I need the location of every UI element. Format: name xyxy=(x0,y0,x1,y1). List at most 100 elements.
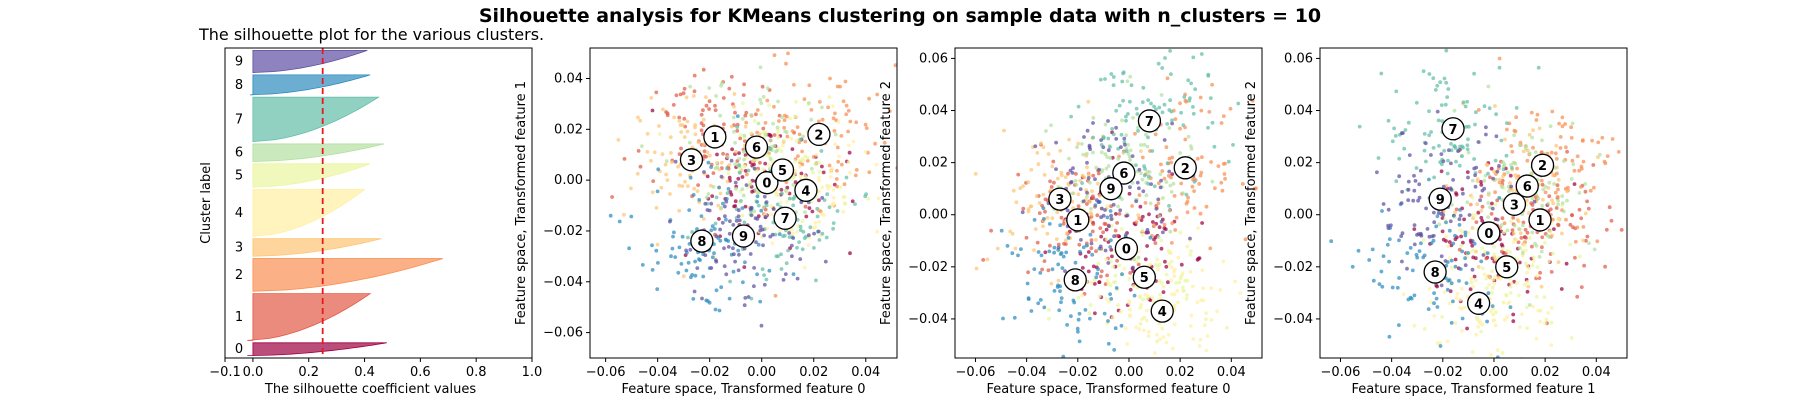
data-point xyxy=(1535,112,1540,117)
cluster-label-6: 6 xyxy=(235,146,243,161)
data-point xyxy=(1529,171,1534,176)
data-point xyxy=(1462,368,1466,372)
data-point xyxy=(1553,165,1558,170)
data-point xyxy=(1501,160,1505,165)
data-point xyxy=(1375,170,1379,175)
data-point xyxy=(769,212,774,217)
data-point xyxy=(731,246,735,251)
data-point xyxy=(735,129,740,133)
data-point xyxy=(1529,110,1534,115)
data-point xyxy=(1189,324,1193,328)
data-point xyxy=(1554,143,1559,148)
silhouette-band-9 xyxy=(252,49,368,73)
data-point xyxy=(1554,157,1559,161)
data-point xyxy=(1136,262,1141,267)
data-point xyxy=(1521,149,1526,154)
data-point xyxy=(1555,183,1560,188)
data-point xyxy=(761,94,766,99)
data-point xyxy=(1167,204,1171,208)
data-point xyxy=(833,111,837,116)
data-point xyxy=(1070,191,1075,196)
data-point xyxy=(1192,206,1197,210)
data-point xyxy=(1422,148,1427,153)
data-point xyxy=(1103,122,1108,127)
data-point xyxy=(1144,368,1148,372)
data-point xyxy=(1575,154,1580,159)
data-point xyxy=(1125,342,1130,346)
data-point xyxy=(1540,245,1544,250)
data-point xyxy=(1093,177,1097,182)
data-point xyxy=(1456,149,1460,154)
center-label-3: 3 xyxy=(1510,198,1519,213)
data-point xyxy=(1500,185,1505,190)
data-point xyxy=(1543,240,1547,245)
data-point xyxy=(1085,165,1089,170)
data-point xyxy=(1526,211,1531,215)
data-point xyxy=(1541,187,1546,192)
data-point xyxy=(1055,210,1059,215)
data-point xyxy=(1448,219,1453,224)
data-point xyxy=(758,228,763,233)
data-point xyxy=(677,208,682,213)
data-point xyxy=(1110,315,1115,320)
data-point xyxy=(1073,179,1078,183)
cluster-center-4 xyxy=(794,178,818,202)
data-point xyxy=(1514,106,1519,110)
data-point xyxy=(775,202,780,207)
data-point xyxy=(679,146,683,151)
data-point xyxy=(759,101,764,106)
data-point xyxy=(741,280,745,285)
data-point xyxy=(1119,145,1123,150)
data-point xyxy=(713,108,718,113)
data-point xyxy=(1204,348,1209,353)
center-label-2: 2 xyxy=(1538,159,1547,174)
data-point xyxy=(691,193,696,197)
data-point xyxy=(672,230,676,235)
data-point xyxy=(1045,231,1050,236)
center-label-9: 9 xyxy=(1436,193,1445,208)
data-point xyxy=(1505,228,1510,233)
center-label-0: 0 xyxy=(1122,243,1131,258)
data-point xyxy=(795,245,799,250)
data-point xyxy=(1204,204,1209,209)
data-point xyxy=(1170,221,1175,226)
center-label-4: 4 xyxy=(801,184,810,199)
data-point xyxy=(1089,238,1094,243)
data-point xyxy=(733,110,737,115)
data-point xyxy=(853,202,857,207)
data-point xyxy=(1430,234,1434,239)
data-point xyxy=(1565,198,1569,203)
data-point xyxy=(1502,221,1507,226)
data-point xyxy=(1125,213,1130,218)
data-point xyxy=(1114,212,1118,216)
data-point xyxy=(740,101,745,105)
data-point xyxy=(664,172,668,177)
data-point xyxy=(1471,248,1475,253)
data-point xyxy=(1080,293,1085,298)
data-point xyxy=(1499,223,1504,227)
data-point xyxy=(795,276,800,281)
data-point xyxy=(812,246,816,250)
data-point xyxy=(654,206,659,210)
data-point xyxy=(773,293,778,298)
data-point xyxy=(1042,173,1047,177)
data-point xyxy=(1210,179,1215,184)
data-point xyxy=(1049,185,1054,189)
data-point xyxy=(1530,230,1535,235)
data-point xyxy=(1470,178,1475,183)
data-point xyxy=(835,145,840,150)
data-point xyxy=(1058,148,1063,153)
data-point xyxy=(1087,311,1092,316)
data-point xyxy=(1603,264,1607,269)
data-point xyxy=(1172,303,1177,308)
data-point xyxy=(1156,197,1161,202)
data-point xyxy=(1167,156,1172,161)
data-point xyxy=(1221,114,1226,118)
y-tick-label: 0.02 xyxy=(1284,156,1313,171)
data-point xyxy=(804,214,809,219)
data-point xyxy=(1012,315,1017,320)
data-point xyxy=(1074,172,1078,176)
silhouette-band-5 xyxy=(252,163,371,188)
data-point xyxy=(1494,112,1498,117)
